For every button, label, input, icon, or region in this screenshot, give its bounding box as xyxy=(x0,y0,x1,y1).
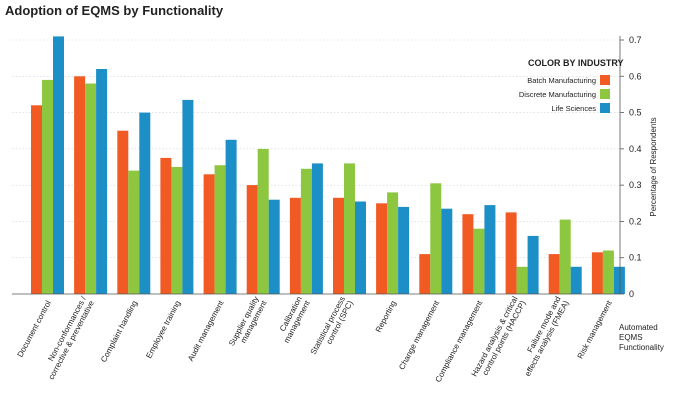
bar-life-sciences-11 xyxy=(527,235,539,294)
bar-discrete-manufacturing-2 xyxy=(128,170,140,294)
bar-batch-manufacturing-8 xyxy=(376,203,388,294)
y-tick-label: 0.7 xyxy=(629,35,642,45)
x-tick-label-line: Document control xyxy=(16,299,53,359)
x-tick-label: Risk management xyxy=(576,298,615,360)
x-tick-label-line: Audit management xyxy=(186,298,226,362)
bar-discrete-manufacturing-1 xyxy=(85,83,97,294)
x-tick-label: Complaint handling xyxy=(99,299,139,364)
bar-batch-manufacturing-0 xyxy=(31,105,42,294)
bar-discrete-manufacturing-6 xyxy=(300,168,312,294)
bar-life-sciences-12 xyxy=(570,266,582,294)
x-tick-label: Document control xyxy=(16,299,53,359)
x-tick-label-line: Risk management xyxy=(576,298,615,360)
bar-life-sciences-0 xyxy=(53,36,64,295)
bar-life-sciences-13 xyxy=(613,266,625,294)
bar-batch-manufacturing-9 xyxy=(419,254,431,294)
legend-label: Discrete Manufacturing xyxy=(519,90,596,99)
bar-discrete-manufacturing-0 xyxy=(42,79,53,295)
bar-discrete-manufacturing-10 xyxy=(473,228,485,294)
bar-life-sciences-7 xyxy=(355,201,366,294)
bar-batch-manufacturing-2 xyxy=(117,130,129,294)
bar-discrete-manufacturing-13 xyxy=(602,250,614,294)
bar-batch-manufacturing-7 xyxy=(333,197,344,294)
bar-batch-manufacturing-4 xyxy=(203,174,215,294)
bar-batch-manufacturing-13 xyxy=(591,252,603,294)
legend: COLOR BY INDUSTRY Batch Manufacturing Disc… xyxy=(519,58,624,113)
y-tick-label: 0.2 xyxy=(629,216,642,226)
bar-life-sciences-2 xyxy=(139,112,151,294)
chart-title: Adoption of EQMS by Functionality xyxy=(5,3,224,18)
bar-discrete-manufacturing-11 xyxy=(516,266,528,294)
bar-life-sciences-1 xyxy=(96,69,108,294)
x-tick-label-line: Employee training xyxy=(144,299,182,360)
bar-life-sciences-6 xyxy=(311,163,323,294)
y-tick-label: 0.4 xyxy=(629,144,642,154)
bar-discrete-manufacturing-5 xyxy=(257,148,269,294)
legend-swatch xyxy=(600,89,610,99)
x-axis-label-line: EQMS xyxy=(619,333,643,342)
y-axis-label: Percentage of Respondents xyxy=(649,117,658,216)
bar-batch-manufacturing-10 xyxy=(462,214,474,294)
y-tick-label: 0 xyxy=(629,289,634,299)
x-tick-label-line: Reporting xyxy=(374,299,398,334)
legend-label: Life Sciences xyxy=(551,104,596,113)
axes: 0 0.1 0.2 0.3 0.4 0.5 0.6 0.7 Percentage of Resp… xyxy=(12,35,664,352)
legend-swatch xyxy=(600,75,610,85)
bar-discrete-manufacturing-7 xyxy=(344,163,355,294)
y-tick-label: 0.3 xyxy=(629,180,642,190)
x-tick-label: Employee training xyxy=(144,299,182,360)
bar-batch-manufacturing-1 xyxy=(74,76,86,294)
x-tick-label: Reporting xyxy=(374,299,398,334)
legend-label: Batch Manufacturing xyxy=(527,76,596,85)
y-tick-label: 0.5 xyxy=(629,108,642,118)
x-tick-label: Audit management xyxy=(186,298,226,362)
y-tick-label: 0.6 xyxy=(629,71,642,81)
x-tick-label-line: Complaint handling xyxy=(99,299,139,364)
bar-discrete-manufacturing-4 xyxy=(214,165,226,294)
x-axis-label-line: Functionality xyxy=(619,343,664,352)
bar-batch-manufacturing-6 xyxy=(289,197,301,294)
bar-batch-manufacturing-5 xyxy=(246,185,258,294)
bar-batch-manufacturing-11 xyxy=(505,212,517,294)
bars xyxy=(31,36,625,295)
x-tick-label-line: Change management xyxy=(397,298,441,371)
bar-life-sciences-3 xyxy=(182,99,194,295)
bar-discrete-manufacturing-3 xyxy=(171,167,183,294)
bar-discrete-manufacturing-12 xyxy=(559,219,571,294)
bar-life-sciences-5 xyxy=(268,199,280,294)
legend-title: COLOR BY INDUSTRY xyxy=(528,58,624,68)
bar-life-sciences-9 xyxy=(441,208,453,294)
bar-discrete-manufacturing-8 xyxy=(387,192,399,294)
legend-swatch xyxy=(600,103,610,113)
bar-life-sciences-10 xyxy=(484,205,496,294)
bar-batch-manufacturing-12 xyxy=(548,254,560,294)
bar-life-sciences-4 xyxy=(225,139,237,294)
x-axis-label-line: Automated xyxy=(619,323,658,332)
y-tick-label: 0.1 xyxy=(629,253,642,263)
bar-batch-manufacturing-3 xyxy=(160,157,172,294)
bar-life-sciences-8 xyxy=(398,206,410,294)
x-tick-label: Change management xyxy=(397,298,441,371)
bar-discrete-manufacturing-9 xyxy=(430,183,442,294)
